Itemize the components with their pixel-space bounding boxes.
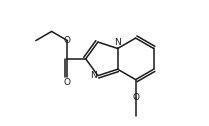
- Text: O: O: [132, 93, 139, 102]
- Text: O: O: [64, 36, 71, 45]
- Text: O: O: [64, 78, 71, 87]
- Text: N: N: [114, 38, 121, 47]
- Text: N: N: [90, 71, 97, 80]
